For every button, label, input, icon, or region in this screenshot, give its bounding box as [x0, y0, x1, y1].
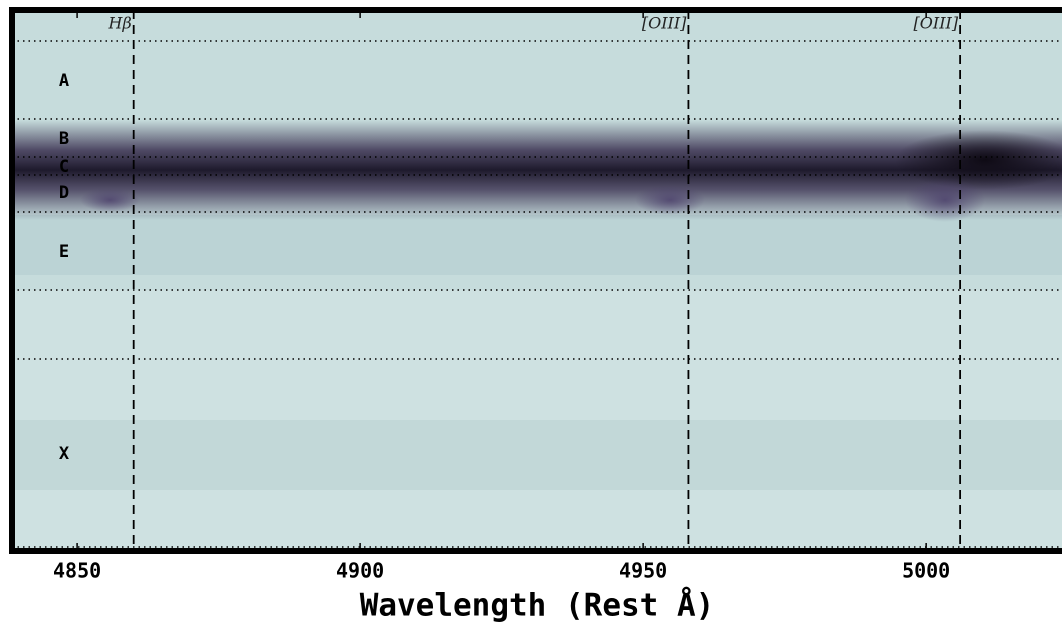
- region-label: X: [59, 444, 70, 464]
- region-label: E: [59, 242, 69, 262]
- x-axis-title: Wavelength (Rest Å): [360, 587, 715, 624]
- line-label: [OIII]: [914, 14, 959, 33]
- x-tick-label: 4950: [619, 559, 667, 583]
- line-label: [OIII]: [642, 14, 687, 33]
- x-tick-label: 5000: [902, 559, 950, 583]
- region-label: A: [59, 71, 69, 91]
- plot-frame: [9, 7, 1062, 554]
- region-label: B: [59, 129, 69, 149]
- region-label: D: [59, 183, 69, 203]
- line-label: Hβ: [107, 14, 131, 33]
- x-tick-label: 4850: [53, 559, 101, 583]
- x-tick-label: 4900: [336, 559, 384, 583]
- region-label: C: [59, 157, 69, 177]
- spectrum-image: [12, 10, 1062, 551]
